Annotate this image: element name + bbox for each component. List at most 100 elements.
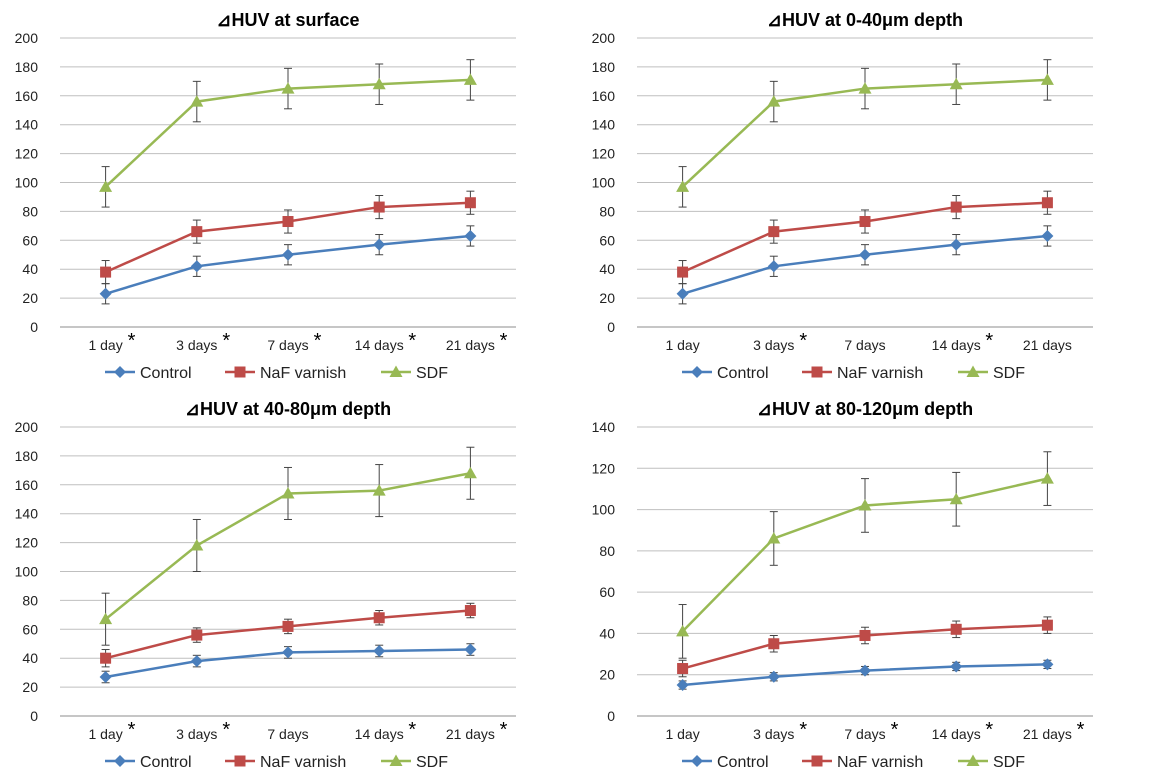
legend-label: Control [717,754,769,771]
legend-item: NaF varnish [225,754,346,771]
x-tick-label: 21 days [446,726,495,742]
legend-label: Control [717,365,769,382]
x-tick-label: 3 days [176,337,217,353]
x-tick-label: 14 days [932,726,981,742]
significance-asterisk: * [500,330,508,352]
y-tick-label: 60 [22,232,38,248]
data-point [191,260,203,272]
chart-title: ⊿HUV at surface [216,10,359,30]
y-tick-label: 200 [592,30,616,46]
x-tick-label: 14 days [932,337,981,353]
data-point [465,605,476,616]
y-tick-label: 20 [22,679,38,695]
significance-asterisk: * [891,719,899,741]
data-point [191,226,202,237]
data-point [191,655,203,667]
y-tick-label: 120 [15,535,39,551]
y-tick-label: 180 [15,448,39,464]
y-tick-label: 40 [22,650,38,666]
legend-item: NaF varnish [225,365,346,382]
y-tick-label: 100 [592,175,616,191]
y-tick-label: 180 [15,59,39,75]
significance-asterisk: * [985,719,993,741]
chart-title: ⊿HUV at 40-80μm depth [185,399,391,419]
y-tick-label: 60 [599,232,615,248]
x-tick-label: 21 days [1023,337,1072,353]
significance-asterisk: * [222,719,230,741]
chart-panel-40-80um: ⊿HUV at 40-80μm depth 0 20 40 60 80 100 120 140 1… [0,389,576,777]
y-tick-label: 140 [592,419,616,435]
y-tick-label: 100 [15,175,39,191]
data-point [859,249,871,261]
x-tick-label: 7 days [844,337,885,353]
chart-surface: ⊿HUV at surface 0 20 40 60 80 100 120 140 160 180 2… [0,0,576,388]
x-tick-label: 14 days [355,726,404,742]
significance-asterisk: * [222,330,230,352]
legend-item: SDF [381,754,448,771]
y-tick-label: 140 [15,506,39,522]
y-tick-label: 20 [599,667,615,683]
series-control [100,644,477,683]
data-point [100,267,111,278]
significance-asterisk: * [799,719,807,741]
legend-marker [812,756,823,767]
x-tick-label: 3 days [176,726,217,742]
legend: Control NaF varnish SDF [105,365,448,382]
x-tick-label: 21 days [446,337,495,353]
y-tick-label: 40 [599,625,615,641]
x-tick-label: 3 days [753,337,794,353]
y-tick-label: 160 [15,477,39,493]
y-tick-label: 60 [22,621,38,637]
legend-item: NaF varnish [802,365,923,382]
data-point [191,630,202,641]
legend-label: NaF varnish [837,754,923,771]
data-point [283,621,294,632]
legend-marker [691,755,703,767]
significance-asterisk: * [408,330,416,352]
y-tick-label: 80 [599,203,615,219]
significance-asterisk: * [128,330,136,352]
series-sdf [676,60,1054,207]
x-tick-label: 1 day [665,726,699,742]
y-tick-label: 60 [599,584,615,600]
x-tick-label: 14 days [355,337,404,353]
x-tick-label: 3 days [753,726,794,742]
x-tick-label: 1 day [88,726,122,742]
series-control [100,226,477,304]
y-tick-label: 40 [599,261,615,277]
data-point [1042,620,1053,631]
data-point [190,539,203,551]
legend-item: Control [682,754,769,771]
y-tick-label: 180 [592,59,616,75]
legend-marker [691,366,703,378]
y-tick-label: 160 [592,88,616,104]
data-point [464,467,477,479]
chart-title: ⊿HUV at 0-40μm depth [767,10,963,30]
data-point [283,216,294,227]
legend-item: NaF varnish [802,754,923,771]
chart-panel-surface: ⊿HUV at surface 0 20 40 60 80 100 120 140 160 180 2… [0,0,576,388]
legend-label: SDF [993,754,1025,771]
y-tick-label: 140 [592,117,616,133]
y-tick-label: 80 [22,203,38,219]
y-tick-label: 120 [592,146,616,162]
chart-0-40um: ⊿HUV at 0-40μm depth 0 20 40 60 80 100 120 140 16… [577,0,1153,388]
chart-panel-0-40um: ⊿HUV at 0-40μm depth 0 20 40 60 80 100 120 140 16… [577,0,1153,388]
y-tick-label: 80 [599,543,615,559]
legend: Control NaF varnish SDF [682,365,1025,382]
data-point [768,260,780,272]
x-tick-label: 7 days [267,726,308,742]
data-point [1041,472,1054,484]
legend-marker [235,756,246,767]
significance-asterisk: * [314,330,322,352]
y-tick-label: 160 [15,88,39,104]
y-tick-label: 200 [15,419,39,435]
series-naf-varnish [677,191,1053,283]
significance-asterisk: * [500,719,508,741]
legend-item: SDF [958,754,1025,771]
y-tick-label: 100 [592,502,616,518]
data-point [951,624,962,635]
significance-asterisk: * [985,330,993,352]
y-tick-label: 20 [599,290,615,306]
